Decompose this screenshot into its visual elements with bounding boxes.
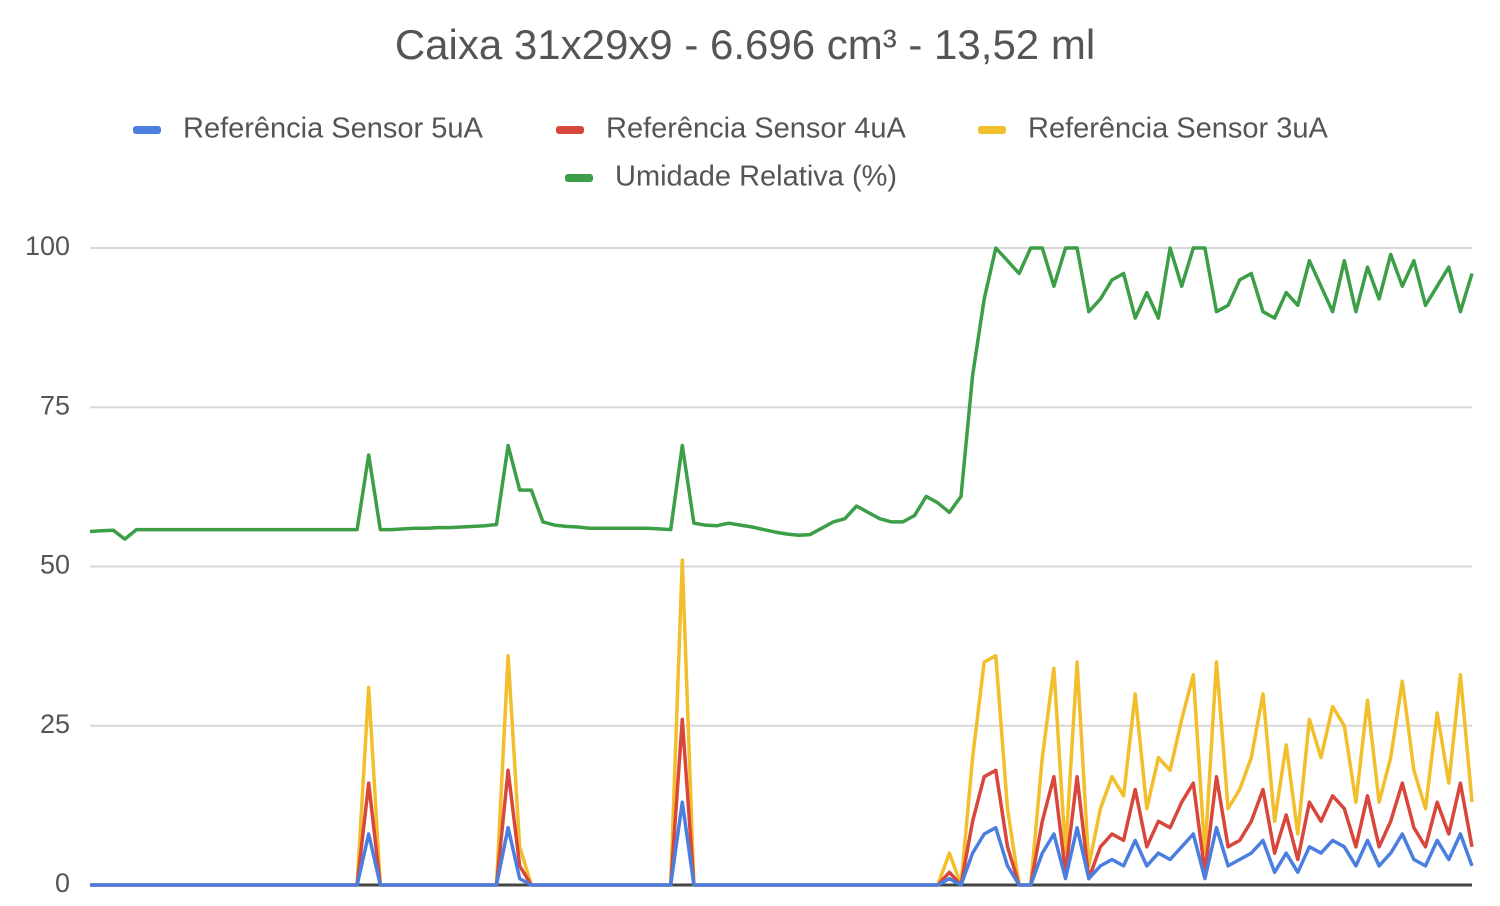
series-line	[90, 800, 1474, 887]
y-tick-label: 0	[55, 868, 70, 898]
y-tick-label: 50	[40, 550, 70, 580]
legend-swatch	[556, 126, 584, 134]
legend-swatch	[133, 126, 161, 134]
legend-label: Referência Sensor 3uA	[1028, 113, 1328, 145]
y-tick-label: 75	[40, 390, 70, 420]
legend-label: Umidade Relativa (%)	[615, 161, 897, 193]
y-tick-label: 100	[25, 231, 70, 261]
legend-label: Referência Sensor 4uA	[606, 113, 906, 145]
legend-label: Referência Sensor 5uA	[183, 113, 483, 145]
y-tick-label: 25	[40, 709, 70, 739]
chart-title: Caixa 31x29x9 - 6.696 cm³ - 13,52 ml	[395, 21, 1095, 68]
legend-swatch	[978, 126, 1006, 134]
series-line	[90, 558, 1474, 887]
legend-swatch	[565, 174, 593, 182]
series-line	[90, 717, 1474, 887]
series-line	[89, 246, 1474, 541]
